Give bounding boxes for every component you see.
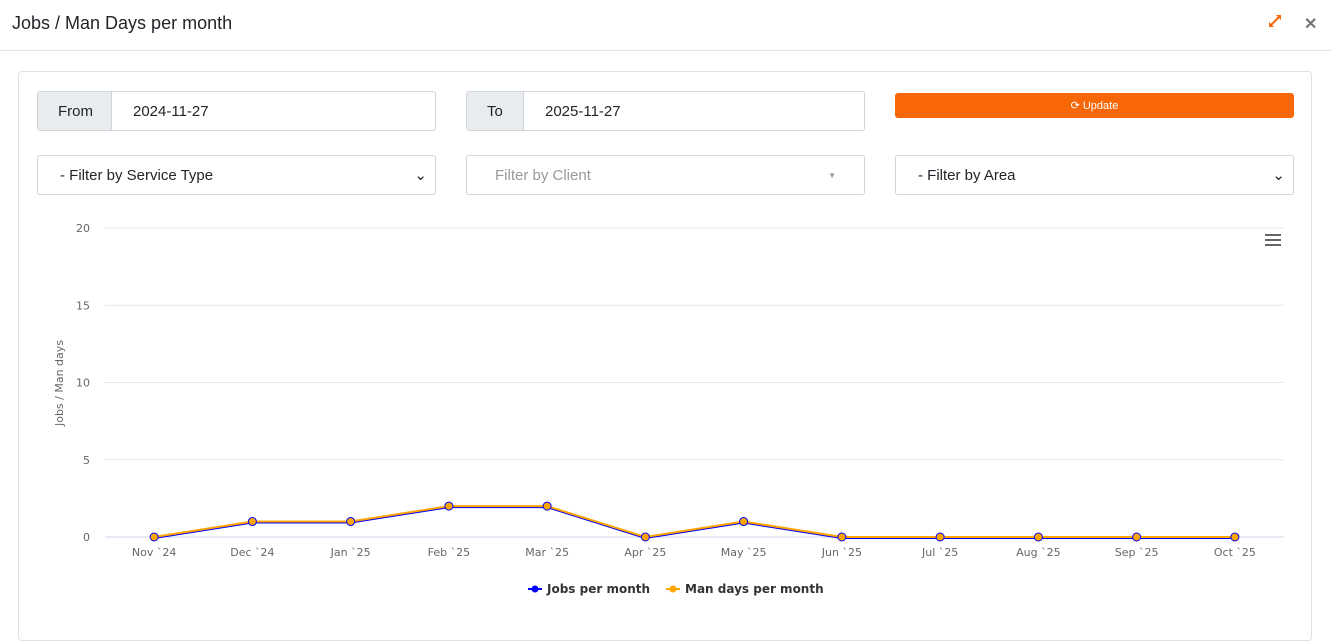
chevron-down-icon: ⌄ bbox=[1272, 167, 1285, 184]
to-label: To bbox=[467, 92, 524, 130]
chart-card: From 2024-11-27 To 2025-11-27 ⟳ Update - … bbox=[18, 71, 1312, 641]
x-tick-label: Feb `25 bbox=[428, 546, 470, 559]
refresh-icon: ⟳ bbox=[1070, 100, 1080, 112]
legend-marker bbox=[531, 585, 539, 593]
data-point[interactable] bbox=[1033, 532, 1043, 542]
y-tick-label: 5 bbox=[83, 454, 90, 467]
x-tick-label: Jan `25 bbox=[330, 546, 371, 559]
area-select[interactable]: - Filter by Area ⌄ bbox=[895, 155, 1294, 195]
hamburger-menu-icon[interactable] bbox=[1265, 234, 1281, 246]
data-point[interactable] bbox=[1132, 532, 1142, 542]
data-point[interactable] bbox=[739, 517, 749, 527]
update-button[interactable]: ⟳ Update bbox=[895, 93, 1294, 118]
modal-header: Jobs / Man Days per month ✕ bbox=[0, 0, 1331, 51]
y-tick-label: 0 bbox=[83, 531, 90, 544]
area-value: - Filter by Area bbox=[918, 166, 1016, 184]
x-tick-label: Jun `25 bbox=[821, 546, 862, 559]
x-tick-label: Apr `25 bbox=[624, 546, 666, 559]
data-point[interactable] bbox=[346, 517, 356, 527]
to-date-input[interactable]: 2025-11-27 bbox=[545, 102, 621, 120]
data-point[interactable] bbox=[1230, 532, 1240, 542]
series-line bbox=[153, 505, 1235, 539]
y-axis-label: Jobs / Man days bbox=[53, 340, 66, 427]
data-point[interactable] bbox=[837, 532, 847, 542]
update-label: Update bbox=[1082, 99, 1119, 112]
x-tick-label: Nov `24 bbox=[132, 546, 176, 559]
close-icon[interactable]: ✕ bbox=[1304, 16, 1318, 33]
from-label: From bbox=[38, 92, 112, 130]
legend-item[interactable]: Jobs per month bbox=[546, 582, 650, 596]
modal-title: Jobs / Man Days per month bbox=[12, 13, 233, 33]
x-tick-label: Dec `24 bbox=[230, 546, 274, 559]
x-tick-label: Sep `25 bbox=[1115, 546, 1159, 559]
from-date-input[interactable]: 2024-11-27 bbox=[133, 102, 209, 120]
legend-item[interactable]: Man days per month bbox=[685, 582, 824, 596]
service-type-select[interactable]: - Filter by Service Type ⌄ bbox=[37, 155, 436, 195]
x-tick-label: Jul `25 bbox=[921, 546, 958, 559]
x-tick-label: Mar `25 bbox=[525, 546, 569, 559]
client-select[interactable]: Filter by Client ▼ bbox=[466, 155, 865, 195]
data-point[interactable] bbox=[149, 532, 159, 542]
data-point[interactable] bbox=[247, 517, 257, 527]
data-point[interactable] bbox=[640, 532, 650, 542]
x-tick-label: Oct `25 bbox=[1214, 546, 1256, 559]
from-date-group: From 2024-11-27 bbox=[37, 91, 436, 131]
service-type-value: - Filter by Service Type bbox=[60, 166, 214, 184]
x-tick-label: May `25 bbox=[721, 546, 767, 559]
y-tick-label: 10 bbox=[76, 377, 90, 390]
data-point[interactable] bbox=[542, 501, 552, 511]
data-point[interactable] bbox=[935, 532, 945, 542]
data-point[interactable] bbox=[444, 501, 454, 511]
y-tick-label: 20 bbox=[76, 222, 90, 235]
client-placeholder: Filter by Client bbox=[495, 166, 591, 184]
caret-down-icon: ▼ bbox=[828, 170, 836, 180]
to-date-group: To 2025-11-27 bbox=[466, 91, 865, 131]
x-tick-label: Aug `25 bbox=[1016, 546, 1060, 559]
expand-arrows-icon[interactable] bbox=[1268, 14, 1282, 33]
chevron-down-icon: ⌄ bbox=[414, 167, 427, 184]
line-chart: 0 5 10 15 20 Nov `24 Dec `24 Jan `25 Feb `25 Mar … bbox=[53, 222, 1284, 596]
legend-marker bbox=[669, 585, 677, 593]
y-tick-label: 15 bbox=[76, 299, 90, 312]
